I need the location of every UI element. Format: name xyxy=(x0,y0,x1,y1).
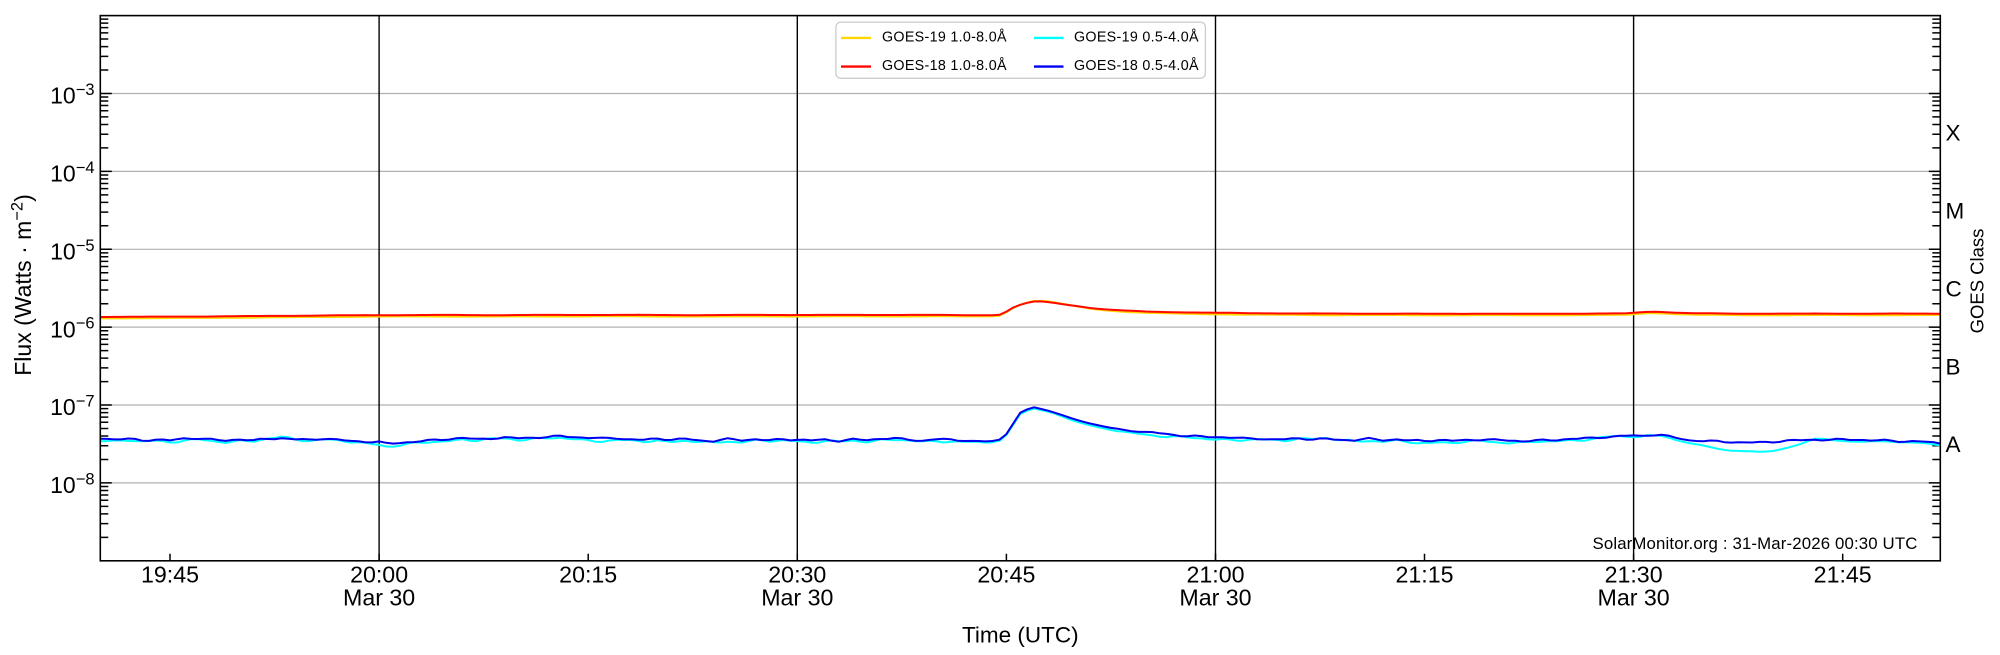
svg-text:Mar 30: Mar 30 xyxy=(1598,585,1670,611)
svg-text:20:00: 20:00 xyxy=(350,561,408,587)
svg-text:M: M xyxy=(1946,199,1965,224)
svg-text:GOES-19 1.0-8.0Å: GOES-19 1.0-8.0Å xyxy=(882,29,1007,46)
svg-text:C: C xyxy=(1946,276,1962,301)
svg-text:20:45: 20:45 xyxy=(977,561,1035,587)
svg-text:B: B xyxy=(1946,354,1961,379)
svg-text:21:45: 21:45 xyxy=(1814,561,1872,587)
svg-text:GOES-19 0.5-4.0Å: GOES-19 0.5-4.0Å xyxy=(1074,29,1199,46)
svg-text:19:45: 19:45 xyxy=(141,561,199,587)
svg-text:X: X xyxy=(1946,121,1961,146)
svg-text:Mar 30: Mar 30 xyxy=(761,585,833,611)
svg-text:GOES-18 0.5-4.0Å: GOES-18 0.5-4.0Å xyxy=(1074,57,1199,74)
svg-text:GOES-18 1.0-8.0Å: GOES-18 1.0-8.0Å xyxy=(882,57,1007,74)
svg-text:10−8: 10−8 xyxy=(50,471,94,499)
svg-text:Mar 30: Mar 30 xyxy=(1179,585,1251,611)
svg-text:10−3: 10−3 xyxy=(50,81,94,109)
svg-text:Mar 30: Mar 30 xyxy=(343,585,415,611)
svg-text:21:30: 21:30 xyxy=(1605,561,1663,587)
svg-text:10−4: 10−4 xyxy=(50,159,94,187)
svg-text:21:00: 21:00 xyxy=(1186,561,1244,587)
svg-text:GOES Class: GOES Class xyxy=(1967,229,1988,334)
svg-text:SolarMonitor.org : 31-Mar-2026: SolarMonitor.org : 31-Mar-2026 00:30 UTC xyxy=(1593,534,1918,553)
svg-text:20:30: 20:30 xyxy=(768,561,826,587)
svg-text:Flux (Watts · m−2): Flux (Watts · m−2) xyxy=(8,194,36,376)
svg-text:21:15: 21:15 xyxy=(1395,561,1453,587)
svg-text:Time (UTC): Time (UTC) xyxy=(962,623,1079,648)
svg-text:A: A xyxy=(1946,432,1961,457)
svg-text:20:15: 20:15 xyxy=(559,561,617,587)
